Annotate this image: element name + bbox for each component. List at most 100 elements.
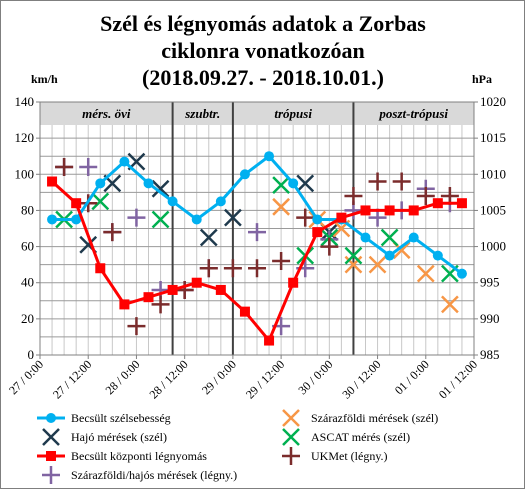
data-point [215, 196, 226, 207]
legend-label: Becsült szélsebesség [71, 411, 171, 425]
right-tick-label: 1005 [480, 202, 506, 217]
chart-title-line-2: ciklonra vonatkozóan [161, 38, 365, 63]
data-point [360, 205, 371, 216]
data-point [119, 299, 130, 310]
left-tick-label: 20 [21, 311, 34, 326]
legend-item: Hajó mérések (szél) [42, 428, 167, 446]
data-point [143, 178, 154, 189]
data-point [288, 277, 299, 288]
legend-label: Hajó mérések (szél) [71, 430, 167, 444]
data-point [239, 169, 250, 180]
legend-marker [46, 451, 56, 461]
data-point [191, 214, 202, 225]
data-point [320, 237, 339, 256]
data-point [191, 277, 202, 288]
data-point [175, 280, 194, 299]
data-point [456, 268, 467, 279]
x-tick-label: 29 / 12:00 [243, 357, 287, 401]
data-point [296, 208, 315, 227]
data-point [272, 197, 290, 216]
right-tick-label: 995 [480, 275, 500, 290]
data-point [360, 232, 371, 243]
data-point [441, 295, 459, 314]
left-tick-label: 60 [21, 239, 34, 254]
right-tick-label: 1010 [480, 166, 506, 181]
x-tick-label: 30 / 12:00 [339, 357, 383, 401]
data-point [380, 228, 399, 247]
x-tick-label: 27 / 0:00 [6, 357, 46, 397]
left-tick-label: 80 [21, 202, 34, 217]
left-tick-label: 120 [15, 130, 35, 145]
x-tick-label: 28 / 12:00 [146, 357, 190, 401]
data-point [167, 196, 178, 207]
data-point [392, 172, 411, 191]
legend-marker [42, 466, 60, 484]
chart-title-line-1: Szél és légnyomás adatok a Zorbas [100, 11, 426, 36]
left-tick-label: 100 [15, 166, 35, 181]
right-tick-label: 1000 [480, 239, 506, 254]
x-tick-label: 28 / 0:00 [102, 357, 142, 397]
data-point [55, 158, 74, 177]
data-point [312, 227, 323, 238]
data-point [368, 255, 387, 274]
data-point [127, 208, 146, 227]
data-point [151, 210, 170, 229]
data-point [248, 223, 266, 242]
series-line [52, 154, 463, 275]
data-point [151, 179, 170, 198]
x-tick-label: 27 / 12:00 [50, 357, 94, 401]
legend-item: UKMet (légny.) [282, 447, 388, 465]
legend: Becsült szélsebesség Szárazföldi mérések … [37, 409, 438, 484]
phase-band [40, 102, 173, 125]
data-point [248, 259, 266, 278]
data-point [223, 259, 242, 278]
data-point [151, 295, 170, 314]
data-point [199, 228, 218, 247]
data-point [456, 198, 467, 209]
data-point [416, 186, 435, 205]
legend-label: Szárazföldi/hajós mérések (légny.) [71, 468, 237, 482]
data-point [384, 250, 395, 261]
legend-item: Becsült központi légnyomás [37, 449, 207, 463]
phase-label: mérs. övi [82, 106, 131, 121]
legend-item: Szárazföldi/hajós mérések (légny.) [42, 466, 237, 484]
right-tick-label: 990 [480, 311, 500, 326]
legend-marker [282, 409, 300, 427]
data-point [264, 151, 275, 162]
left-axis-unit: km/h [31, 72, 58, 86]
data-point [272, 176, 290, 195]
left-tick-label: 140 [15, 94, 35, 109]
data-point [312, 214, 323, 225]
right-axis-unit: hPa [472, 72, 492, 86]
data-point [215, 284, 226, 295]
x-tick-label: 01 / 12:00 [436, 357, 480, 401]
legend-marker [42, 428, 60, 446]
legend-marker [282, 428, 300, 446]
data-point [296, 174, 315, 193]
phase-bands: mérs. övi szubtr. trópusi poszt-trópusi [40, 102, 474, 355]
data-point [47, 214, 58, 225]
legend-item: ASCAT mérés (szél) [282, 428, 410, 446]
legend-item: Szárazföldi mérések (szél) [282, 409, 438, 427]
phase-band [353, 102, 474, 125]
legend-label: UKMet (légny.) [311, 449, 388, 463]
data-point [95, 178, 106, 189]
legend-label: ASCAT mérés (szél) [311, 430, 410, 444]
x-tick-label: 29 / 0:00 [199, 357, 239, 397]
series-2 [47, 176, 467, 346]
data-point [47, 176, 58, 187]
right-tick-label: 1020 [480, 94, 506, 109]
data-point [143, 292, 154, 303]
plot-border [39, 101, 475, 356]
data-point [320, 228, 339, 247]
right-tick-label: 985 [480, 347, 500, 362]
data-point [224, 208, 242, 227]
data-point [199, 259, 218, 278]
data-point [71, 214, 82, 225]
left-tick-label: 40 [21, 275, 34, 290]
data-point [336, 212, 347, 223]
data-point [368, 172, 387, 191]
data-point [264, 335, 275, 346]
legend-label: Szárazföldi mérések (szél) [311, 411, 438, 425]
